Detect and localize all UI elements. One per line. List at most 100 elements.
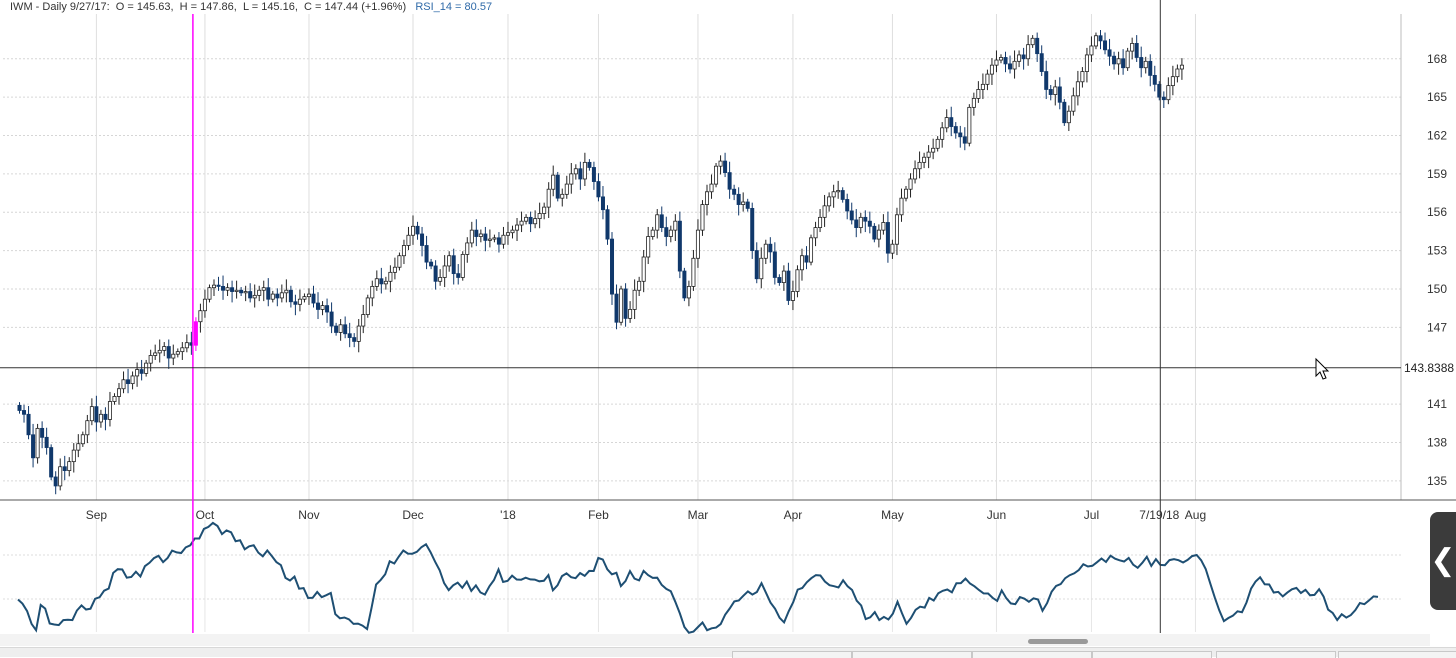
candle-body: [659, 214, 664, 228]
candle-body: [1161, 96, 1166, 101]
candle-body: [438, 277, 443, 282]
candle-body: [67, 461, 72, 471]
ohlc-readout: IWM - Daily 9/27/17: O = 145.63, H = 147…: [10, 1, 407, 13]
candle-body: [135, 369, 140, 377]
price-tick-label: 147: [1427, 320, 1447, 334]
candle-body: [221, 286, 226, 291]
candle-body: [442, 265, 447, 278]
candle-body: [867, 220, 872, 227]
collapse-panel-button[interactable]: ❮: [1430, 512, 1456, 610]
candle-body: [361, 314, 366, 327]
price-tick-label: 168: [1427, 52, 1447, 66]
candle-body: [447, 255, 452, 267]
candle-body: [1098, 35, 1103, 42]
candle-body: [325, 305, 330, 313]
candle-body: [1170, 76, 1175, 87]
candle-body: [139, 369, 144, 374]
candle-body: [121, 379, 126, 390]
candle-body: [804, 255, 809, 263]
candle-body: [980, 83, 985, 90]
time-axis-label: Feb: [588, 508, 609, 522]
candle-body: [311, 293, 316, 304]
candle-body: [71, 449, 76, 463]
candle-body: [469, 229, 474, 244]
horizontal-scrollbar-thumb[interactable]: [1028, 639, 1088, 644]
candle-body: [216, 284, 221, 287]
bottom-tab[interactable]: [852, 651, 972, 658]
candle-body: [781, 270, 786, 283]
candle-body: [1152, 74, 1157, 85]
candle-body: [940, 127, 945, 140]
candle-body: [858, 216, 863, 228]
candle-body: [854, 219, 859, 228]
candle-body: [546, 188, 551, 208]
candle-body: [302, 296, 307, 300]
candle-body: [76, 443, 81, 451]
candle-body: [949, 117, 954, 127]
crosshair-label-bg: [1402, 359, 1454, 376]
candle-body: [736, 193, 741, 205]
candle-body: [1103, 40, 1108, 51]
time-axis-label: 7/19/18: [1139, 508, 1179, 522]
candle-body: [166, 346, 171, 359]
candle-body: [1112, 55, 1117, 65]
candle-body: [555, 174, 560, 199]
bottom-tab[interactable]: [1092, 651, 1212, 658]
candle-body: [1075, 81, 1080, 97]
candle-body: [193, 321, 198, 346]
candle-body: [524, 216, 529, 222]
candle-body: [777, 277, 782, 283]
candle-body: [275, 293, 280, 299]
candle-body: [266, 287, 271, 300]
candle-body: [573, 168, 578, 175]
candle-body: [22, 410, 27, 415]
candle-body: [225, 287, 230, 291]
candle-body: [646, 236, 651, 258]
candle-body: [207, 287, 212, 300]
candle-body: [931, 147, 936, 153]
bottom-tab[interactable]: [972, 651, 1092, 658]
candle-body: [908, 178, 913, 190]
candle-body: [836, 190, 841, 193]
candle-body: [401, 245, 406, 257]
candle-body: [953, 126, 958, 134]
time-axis-label: Dec: [402, 508, 423, 522]
candle-body: [505, 232, 510, 236]
candle-body: [863, 216, 868, 222]
candle-body: [763, 243, 768, 259]
candle-body: [62, 466, 67, 471]
candle-body: [343, 324, 348, 335]
candle-body: [80, 434, 85, 445]
candle-body: [732, 188, 737, 195]
candle-body: [117, 388, 122, 397]
candle-body: [451, 255, 456, 275]
candle-body: [813, 227, 818, 239]
candle-body: [894, 214, 899, 245]
candle-body: [252, 294, 257, 299]
candle-body: [347, 333, 352, 338]
candle-body: [1003, 57, 1008, 65]
candle-body: [632, 289, 637, 310]
bottom-tab[interactable]: [732, 651, 852, 658]
candle-body: [1157, 83, 1162, 98]
candle-body: [460, 254, 465, 278]
bottom-tab[interactable]: [1216, 651, 1336, 658]
candle-body: [596, 181, 601, 198]
candle-body: [234, 289, 239, 292]
bottom-tab[interactable]: [1338, 651, 1456, 658]
candle-body: [831, 191, 836, 198]
price-tick-label: 156: [1427, 205, 1447, 219]
candle-body: [795, 269, 800, 292]
candle-body: [148, 355, 153, 364]
candle-body: [849, 210, 854, 221]
time-axis-label: Jul: [1084, 508, 1099, 522]
mouse-cursor-icon: [1315, 357, 1330, 380]
candle-body: [578, 168, 583, 180]
candle-body: [288, 289, 293, 303]
candle-body: [1044, 71, 1049, 90]
candle-body: [537, 213, 542, 220]
time-axis-label: May: [881, 508, 904, 522]
candle-body: [935, 138, 940, 149]
candle-body: [270, 293, 275, 300]
